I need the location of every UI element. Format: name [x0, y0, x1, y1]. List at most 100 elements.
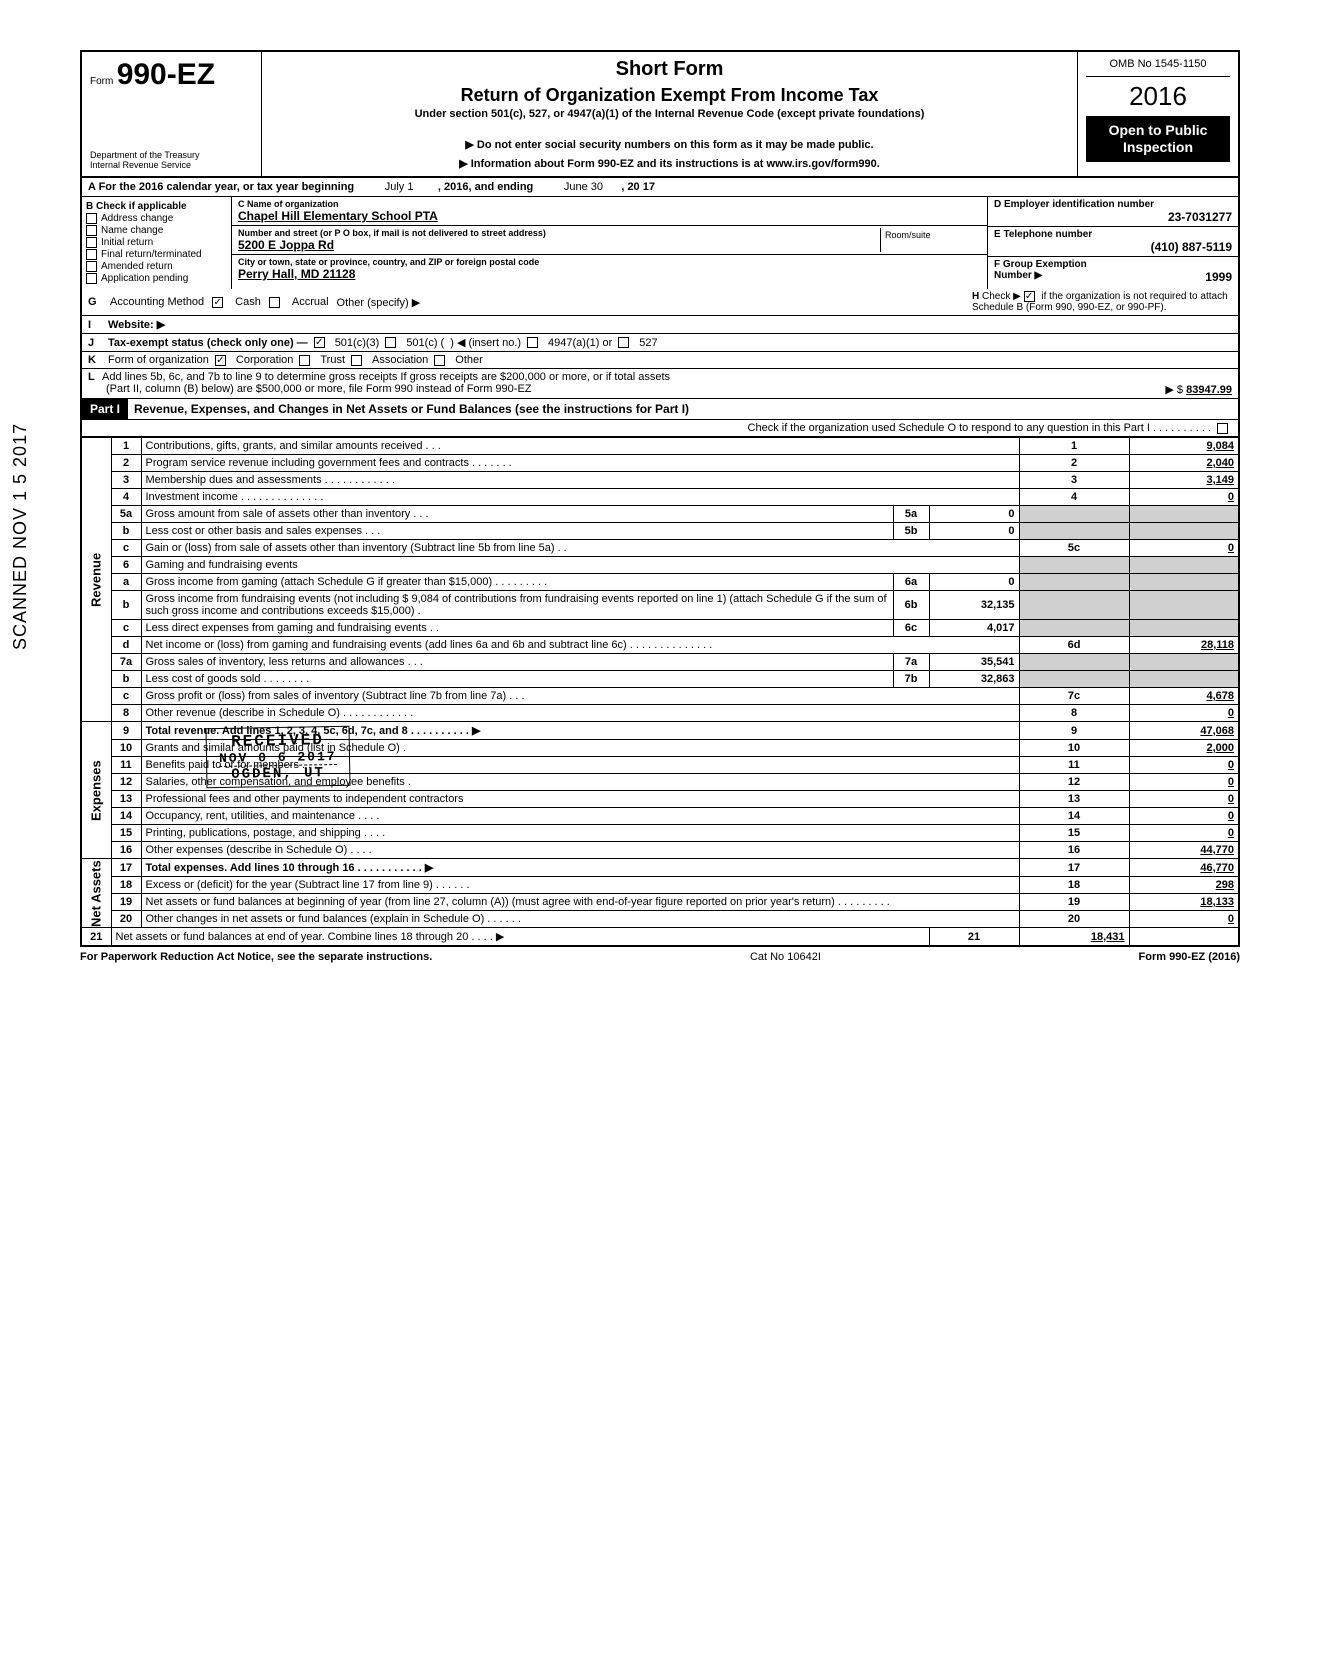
cb-amended-return[interactable]: Amended return [86, 261, 227, 272]
right-line-number: 2 [1019, 455, 1129, 472]
cat-no: Cat No 10642I [750, 951, 821, 963]
g-label: Accounting Method [110, 296, 204, 308]
cb-name-change[interactable]: Name change [86, 225, 227, 236]
line-number: d [111, 637, 141, 654]
cb-501c3[interactable] [314, 337, 325, 348]
d-label: D Employer identification number [994, 199, 1232, 210]
right-line-value: 298 [1129, 877, 1239, 894]
k-assoc: Association [372, 354, 428, 366]
line-g-h: G Accounting Method Cash Accrual Other (… [80, 289, 1240, 316]
right-line-value: 47,068 [1129, 722, 1239, 740]
cb-label: Final return/terminated [101, 249, 202, 260]
right-line-value: 44,770 [1129, 842, 1239, 859]
cb-final-return[interactable]: Final return/terminated [86, 249, 227, 260]
cb-accrual[interactable] [269, 297, 280, 308]
j-527: 527 [639, 337, 657, 349]
section-def: D Employer identification number 23-7031… [988, 197, 1238, 289]
cb-address-change[interactable]: Address change [86, 213, 227, 224]
return-title: Return of Organization Exempt From Incom… [270, 85, 1069, 106]
cb-4947[interactable] [527, 337, 538, 348]
cb-schedule-b[interactable] [1024, 291, 1035, 302]
f-label2: Number ▶ [994, 270, 1042, 284]
section-b: B Check if applicable Address change Nam… [82, 197, 232, 289]
line-desc: Net assets or fund balances at beginning… [141, 894, 1019, 911]
cb-corp[interactable] [215, 355, 226, 366]
cb-initial-return[interactable]: Initial return [86, 237, 227, 248]
right-line-number: 10 [1019, 740, 1129, 757]
mid-line-value: 0 [929, 523, 1019, 540]
line-number: 18 [111, 877, 141, 894]
right-val-shaded [1129, 506, 1239, 523]
mid-line-value: 35,541 [929, 654, 1019, 671]
line-desc: Total expenses. Add lines 10 through 16 … [141, 859, 1019, 877]
right-line-value: 2,040 [1129, 455, 1239, 472]
street-value: 5200 E Joppa Rd [238, 238, 880, 252]
info-about: ▶ Information about Form 990-EZ and its … [270, 157, 1069, 170]
j-insert: ) ◀ (insert no.) [450, 336, 521, 349]
right-line-value: 0 [1129, 791, 1239, 808]
line-desc: Gross income from fundraising events (no… [141, 591, 893, 620]
right-line-number: 4 [1019, 489, 1129, 506]
right-num-shaded [1019, 523, 1129, 540]
l-arrow: ▶ $ [1165, 384, 1183, 396]
cb-label: Amended return [101, 261, 173, 272]
form-word: Form [90, 76, 113, 87]
line-desc: Printing, publications, postage, and shi… [141, 825, 1019, 842]
line-l: L Add lines 5b, 6c, and 7b to line 9 to … [80, 369, 1240, 399]
cb-501c[interactable] [385, 337, 396, 348]
paperwork-notice: For Paperwork Reduction Act Notice, see … [80, 951, 432, 963]
line-number: 3 [111, 472, 141, 489]
row-a: A For the 2016 calendar year, or tax yea… [80, 178, 1240, 197]
scanned-stamp: SCANNED NOV 1 5 2017 [10, 423, 31, 650]
right-val-shaded [1129, 557, 1239, 574]
line-number: 9 [111, 722, 141, 740]
cb-527[interactable] [618, 337, 629, 348]
k-lead: K [88, 354, 102, 366]
cb-schedule-o[interactable] [1217, 423, 1228, 434]
mid-line-number: 6a [893, 574, 929, 591]
received-stamp: RECEIVED NOV 0 6 2017 OGDEN, UT [205, 726, 350, 788]
right-line-value: 0 [1129, 705, 1239, 722]
cb-application-pending[interactable]: Application pending [86, 273, 227, 284]
city-label: City or town, state or province, country… [238, 257, 981, 267]
mid-line-number: 5b [893, 523, 929, 540]
right-num-shaded [1019, 620, 1129, 637]
i-lead: I [88, 319, 102, 331]
cb-other[interactable] [434, 355, 445, 366]
org-name: Chapel Hill Elementary School PTA [238, 209, 981, 223]
line-number: c [111, 688, 141, 705]
cb-label: Address change [101, 213, 173, 224]
right-line-number: 15 [1019, 825, 1129, 842]
info-grid: B Check if applicable Address change Nam… [80, 197, 1240, 289]
website-label: Website: ▶ [108, 318, 165, 331]
cb-trust[interactable] [299, 355, 310, 366]
line-number: 14 [111, 808, 141, 825]
right-line-value: 0 [1129, 757, 1239, 774]
cb-cash[interactable] [212, 297, 223, 308]
cb-assoc[interactable] [351, 355, 362, 366]
line-number: 15 [111, 825, 141, 842]
right-val-shaded [1129, 523, 1239, 540]
line-desc: Gross amount from sale of assets other t… [141, 506, 893, 523]
right-line-value: 9,084 [1129, 438, 1239, 455]
line-j: J Tax-exempt status (check only one) — 5… [80, 334, 1240, 352]
right-line-number: 21 [929, 928, 1019, 947]
omb-number: OMB No 1545-1150 [1086, 58, 1230, 77]
right-line-number: 20 [1019, 911, 1129, 928]
line-desc: Total revenue. Add lines 1, 2, 3, 4, 5c,… [141, 722, 1019, 740]
right-line-value: 18,431 [1019, 928, 1129, 947]
right-line-value: 0 [1129, 774, 1239, 791]
right-num-shaded [1019, 671, 1129, 688]
line-desc: Net income or (loss) from gaming and fun… [141, 637, 1019, 654]
line-number: 20 [111, 911, 141, 928]
cb-label: Application pending [101, 273, 188, 284]
dept-irs: Internal Revenue Service [90, 160, 253, 170]
ein-value: 23-7031277 [994, 210, 1232, 224]
line-number: 8 [111, 705, 141, 722]
line-number: 19 [111, 894, 141, 911]
right-header-column: OMB No 1545-1150 2016 Open to Public Ins… [1078, 52, 1238, 176]
line-k: K Form of organization Corporation Trust… [80, 352, 1240, 369]
mid-line-value: 4,017 [929, 620, 1019, 637]
name-label: C Name of organization [238, 199, 981, 209]
line-desc: Investment income . . . . . . . . . . . … [141, 489, 1019, 506]
